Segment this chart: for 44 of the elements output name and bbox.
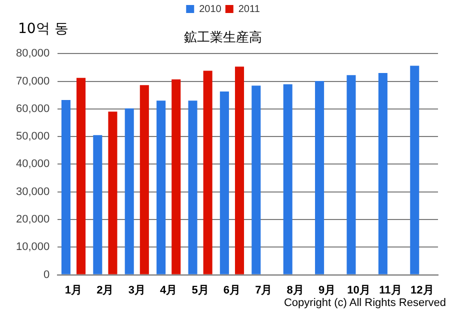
x-tick-label: 11月: [379, 284, 402, 296]
x-tick-label: 8月: [286, 284, 304, 296]
bar: [156, 100, 166, 274]
bar: [283, 84, 292, 274]
bar: [61, 100, 70, 274]
x-tick-label: 5月: [192, 284, 209, 296]
y-tick-label: 70,000: [16, 75, 50, 88]
x-tick-label: 12月: [410, 284, 434, 296]
bar: [203, 70, 212, 274]
bar: [124, 108, 134, 274]
bar: [315, 80, 324, 274]
bar: [410, 66, 420, 274]
bar: [140, 85, 149, 274]
legend-label: 2010: [199, 4, 222, 15]
y-tick-label: 50,000: [16, 130, 50, 143]
y-tick-label: 10,000: [16, 241, 50, 254]
x-tick-label: 3月: [128, 284, 146, 296]
bar: [252, 86, 261, 274]
chart-title: 鉱工業生産高: [184, 29, 262, 44]
bar: [378, 72, 388, 274]
y-tick-label: 80,000: [16, 48, 50, 60]
x-tick-label: 9月: [318, 284, 336, 296]
bar: [188, 100, 198, 274]
y-axis-title: 10억 동: [18, 20, 68, 38]
y-tick-label: 30,000: [16, 186, 50, 198]
x-tick-label: 4月: [160, 284, 178, 296]
bar: [172, 79, 181, 274]
text: Copyright (c) All Rights Reserved: [284, 297, 446, 309]
bar: [76, 78, 86, 274]
y-tick-label: 20,000: [16, 214, 50, 226]
x-tick-label: 7月: [255, 284, 272, 296]
bar: [93, 135, 102, 274]
x-tick-label: 1月: [64, 284, 82, 296]
bar: [108, 112, 118, 274]
bar: [346, 75, 356, 274]
y-tick-label: 0: [44, 268, 50, 281]
bar: [234, 66, 244, 274]
x-tick-label: 6月: [223, 284, 241, 296]
x-tick-label: 10月: [347, 284, 370, 296]
y-tick-label: 60,000: [16, 102, 50, 115]
bar: [220, 91, 229, 274]
y-tick-label: 40,000: [16, 158, 50, 170]
x-tick-label: 2月: [96, 284, 114, 296]
legend-label: 2011: [238, 4, 260, 15]
